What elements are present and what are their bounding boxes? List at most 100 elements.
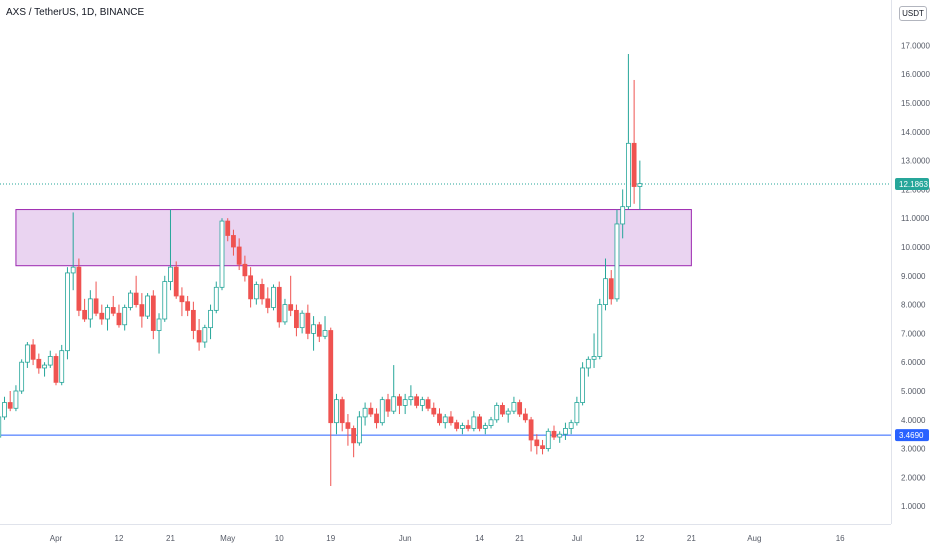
candle-body (93, 298, 99, 314)
candle-body (0, 416, 2, 438)
candle (271, 284, 276, 311)
candle-body (500, 404, 505, 415)
price-tick-label: 2.0000 (901, 473, 926, 482)
candle (65, 267, 70, 360)
price-tick-label: 15.0000 (901, 99, 930, 108)
currency-label[interactable]: USDT (899, 6, 927, 21)
candle-body (133, 292, 139, 305)
candle (442, 414, 448, 429)
candle (528, 416, 534, 452)
candle (637, 160, 643, 210)
candle-body (488, 419, 494, 426)
candle (236, 238, 242, 271)
price-tick-label: 5.0000 (901, 387, 926, 396)
candle-body (563, 428, 568, 435)
candle-body (53, 356, 59, 383)
candle-body (185, 301, 191, 311)
candle (471, 411, 477, 432)
candle (53, 353, 59, 386)
candle (173, 261, 179, 299)
candle (145, 293, 150, 319)
candle (7, 391, 13, 412)
candle (133, 275, 139, 308)
candle-body (626, 142, 631, 208)
candle (105, 304, 110, 331)
candle-body (637, 183, 643, 187)
candle-body (288, 304, 294, 311)
candle (419, 396, 425, 412)
candle (162, 275, 168, 322)
candle (76, 258, 82, 317)
candle-body (7, 402, 13, 409)
candle (99, 304, 105, 325)
candle-body (419, 399, 425, 406)
price-tick-label: 17.0000 (901, 41, 930, 50)
candle-body (362, 407, 368, 418)
candle (511, 396, 517, 415)
candle-body (408, 396, 414, 401)
candle-body (259, 284, 265, 300)
candle (563, 422, 568, 440)
candle (47, 350, 53, 368)
candle (225, 218, 231, 242)
price-axis[interactable]: 1.0000 2.0000 3.0000 4.0000 5.0000 6.0000 7.00… (901, 41, 930, 511)
candle (282, 298, 288, 325)
candle-body (179, 295, 185, 303)
time-tick-label: Jun (399, 534, 412, 543)
candle-body (517, 402, 523, 415)
candle (585, 356, 591, 377)
candle (448, 411, 454, 426)
time-tick-label: May (220, 534, 235, 543)
candle-body (253, 284, 259, 300)
candle (185, 295, 191, 317)
candle-body (196, 330, 202, 343)
candle-body (597, 304, 603, 357)
candle (299, 310, 305, 334)
candle-body (397, 396, 402, 406)
candle-body (236, 246, 242, 265)
resistance-zone[interactable] (15, 209, 692, 267)
candle (168, 209, 173, 291)
candle-body (402, 399, 408, 406)
candle (345, 414, 351, 446)
time-tick-label: 21 (515, 534, 524, 543)
candle (87, 290, 93, 328)
candle (580, 362, 586, 406)
candle-body (248, 275, 254, 300)
candle (334, 393, 339, 435)
candle (368, 402, 374, 417)
candle (150, 290, 156, 340)
price-tick-label: 1.0000 (901, 502, 926, 511)
candle-body (574, 402, 580, 424)
candle-body (30, 344, 36, 360)
candle-body (414, 396, 420, 406)
candle (208, 304, 213, 340)
candle-body (551, 430, 557, 438)
candle-body (356, 416, 362, 444)
candle-body (219, 220, 225, 288)
candle-body (351, 428, 357, 444)
candle-body (265, 298, 271, 308)
candle (574, 396, 580, 426)
support-price-tag-label: 3.4690 (899, 431, 924, 440)
candle-body (557, 433, 563, 438)
last-price-tag-label: 12.1863 (899, 180, 928, 189)
candle-body (448, 416, 454, 424)
candle-body (208, 309, 213, 329)
time-axis[interactable]: Apr 12 21 May 10 19 Jun 14 21 Jul 12 21 Aug 16 (50, 534, 845, 543)
candle-body (128, 292, 133, 308)
price-tick-label: 16.0000 (901, 70, 930, 79)
price-tick-label: 11.0000 (901, 214, 930, 223)
candle (597, 298, 603, 360)
candle (477, 414, 482, 432)
candle (24, 342, 30, 368)
candle (460, 422, 465, 435)
time-tick-label: Jul (572, 534, 582, 543)
candle (494, 402, 500, 423)
candle-body (299, 312, 305, 329)
time-tick-label: Aug (747, 534, 761, 543)
candle-body (368, 407, 374, 415)
candle (356, 411, 362, 446)
price-tick-label: 7.0000 (901, 329, 926, 338)
